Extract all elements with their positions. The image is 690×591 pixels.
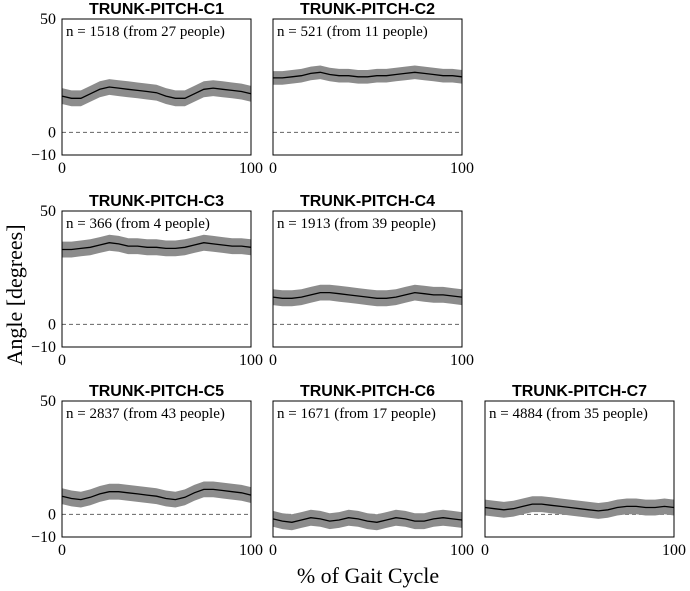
panel-7: TRUNK-PITCH-C7 n = 4884 (from 35 people) 0…: [481, 383, 686, 559]
x-tick-label: 0: [58, 160, 66, 177]
panel-title: TRUNK-PITCH-C1: [89, 1, 224, 18]
mean-line: [62, 242, 252, 251]
y-tick-label: 0: [48, 316, 56, 333]
x-tick-label: 100: [239, 160, 263, 177]
mean-line: [272, 291, 463, 299]
mean-line: [61, 86, 252, 99]
panel-frame: [272, 210, 463, 348]
panel-frame: [272, 400, 463, 538]
panel-title: TRUNK-PITCH-C5: [89, 383, 224, 400]
variability-band: [485, 496, 674, 519]
panel-frame: [61, 400, 252, 538]
sample-size-annotation: n = 2837 (from 43 people): [66, 406, 225, 422]
y-tick-label: 50: [40, 11, 56, 28]
panel-5: TRUNK-PITCH-C5 n = 2837 (from 43 people) 0…: [31, 383, 263, 559]
x-tick-label: 100: [450, 160, 474, 177]
panel-2: TRUNK-PITCH-C2 n = 521 (from 11 people) 0 1…: [269, 1, 474, 177]
variability-band: [62, 234, 251, 258]
panel-1: TRUNK-PITCH-C1 n = 1518 (from 27 people) 0…: [31, 1, 263, 177]
mean-line: [273, 71, 463, 79]
sample-size-annotation: n = 1518 (from 27 people): [66, 24, 225, 40]
x-tick-label: 100: [450, 352, 474, 369]
variability-band: [273, 284, 462, 307]
panel-frame: [484, 400, 675, 538]
variability-band: [273, 509, 462, 531]
sample-size-annotation: n = 521 (from 11 people): [277, 24, 428, 40]
sample-size-annotation: n = 1913 (from 39 people): [277, 216, 436, 232]
mean-line: [272, 517, 463, 523]
x-tick-label: 0: [58, 352, 66, 369]
y-tick-label: 50: [40, 393, 56, 410]
x-tick-label: 0: [58, 542, 66, 559]
variability-band: [62, 481, 251, 508]
x-axis-label: % of Gait Cycle: [297, 563, 439, 588]
panel-title: TRUNK-PITCH-C6: [300, 383, 435, 400]
panel-title: TRUNK-PITCH-C2: [300, 1, 435, 18]
y-tick-label: −10: [31, 339, 56, 356]
y-axis-label: Angle [degrees]: [2, 224, 27, 365]
panels: TRUNK-PITCH-C1 n = 1518 (from 27 people) 0…: [31, 1, 686, 559]
sample-size-annotation: n = 4884 (from 35 people): [489, 406, 648, 422]
x-tick-label: 0: [481, 542, 489, 559]
x-tick-label: 100: [239, 542, 263, 559]
y-tick-label: 0: [48, 506, 56, 523]
panel-title: TRUNK-PITCH-C4: [300, 193, 435, 210]
panel-frame: [272, 18, 463, 156]
panel-3: TRUNK-PITCH-C3 n = 366 (from 4 people) 0 10…: [31, 193, 263, 369]
x-tick-label: 100: [239, 352, 263, 369]
variability-band: [273, 65, 462, 85]
y-tick-label: −10: [31, 147, 56, 164]
y-tick-label: 50: [40, 203, 56, 220]
x-tick-label: 0: [269, 352, 277, 369]
panel-frame: [61, 18, 252, 156]
panel-6: TRUNK-PITCH-C6 n = 1671 (from 17 people) 0…: [269, 383, 474, 559]
sample-size-annotation: n = 366 (from 4 people): [66, 216, 210, 232]
x-tick-label: 100: [662, 542, 686, 559]
panel-frame: [61, 210, 252, 348]
y-tick-label: −10: [31, 529, 56, 546]
y-tick-label: 0: [48, 124, 56, 141]
panel-title: TRUNK-PITCH-C3: [89, 193, 224, 210]
panel-title: TRUNK-PITCH-C7: [512, 383, 647, 400]
x-tick-label: 0: [269, 542, 277, 559]
mean-line: [484, 503, 675, 512]
sample-size-annotation: n = 1671 (from 17 people): [277, 406, 436, 422]
x-tick-label: 0: [269, 160, 277, 177]
panel-4: TRUNK-PITCH-C4 n = 1913 (from 39 people) 0…: [269, 193, 474, 369]
mean-line: [61, 488, 252, 501]
x-tick-label: 100: [450, 542, 474, 559]
